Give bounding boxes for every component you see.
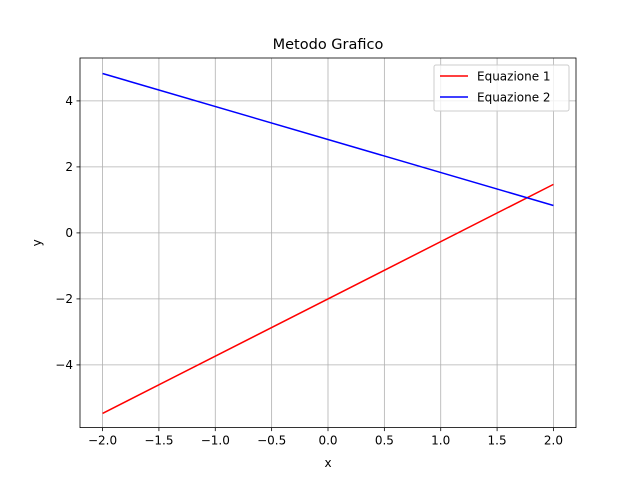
y-tick-label: 2 bbox=[65, 160, 73, 174]
legend-label-equazione-1: Equazione 1 bbox=[477, 70, 551, 84]
x-tick-label: −0.5 bbox=[257, 434, 286, 448]
x-tick-label: −2.0 bbox=[88, 434, 117, 448]
x-tick-label: 0.0 bbox=[318, 434, 337, 448]
y-tick-label: 4 bbox=[65, 94, 73, 108]
x-axis-label: x bbox=[324, 456, 331, 470]
x-tick-label: 1.5 bbox=[488, 434, 507, 448]
y-tick-label: −4 bbox=[55, 358, 73, 372]
series-lines bbox=[102, 72, 554, 415]
series-line-equazione-1 bbox=[102, 183, 554, 415]
y-axis-ticks: −4 −2 0 2 4 bbox=[55, 94, 80, 372]
x-tick-label: 2.0 bbox=[544, 434, 563, 448]
x-tick-label: 0.5 bbox=[375, 434, 394, 448]
y-tick-label: 0 bbox=[65, 226, 73, 240]
chart-title: Metodo Grafico bbox=[273, 37, 384, 53]
x-axis-ticks: −2.0 −1.5 −1.0 −0.5 0.0 0.5 1.0 1.5 2.0 bbox=[88, 427, 563, 448]
y-axis-label: y bbox=[30, 239, 44, 246]
x-tick-label: 1.0 bbox=[431, 434, 450, 448]
legend: Equazione 1 Equazione 2 bbox=[433, 64, 570, 112]
y-tick-label: −2 bbox=[55, 292, 73, 306]
x-tick-label: −1.5 bbox=[144, 434, 173, 448]
series-line-equazione-2 bbox=[102, 72, 554, 207]
x-tick-label: −1.0 bbox=[201, 434, 230, 448]
legend-label-equazione-2: Equazione 2 bbox=[477, 91, 551, 105]
